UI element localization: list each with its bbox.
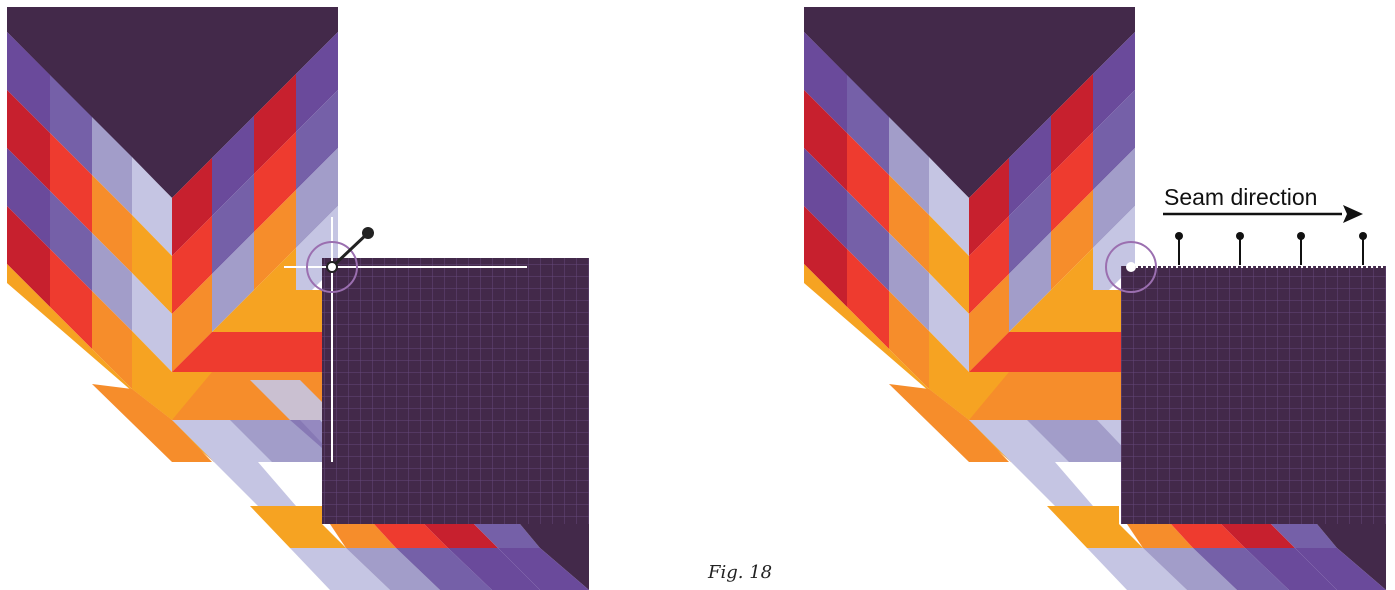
pin-icon [1175,232,1183,265]
pin-icon [1236,232,1244,265]
grid-panel [322,258,589,524]
pivot-marker-circle [1105,241,1157,293]
grid-panel [1121,266,1386,524]
right-quilt-figure: Seam direction [804,7,1386,590]
left-quilt-figure [7,7,589,590]
seam-direction-label: Seam direction [1164,184,1317,210]
pin-icon [330,231,370,269]
figure-caption: Fig. 18 [708,562,773,583]
pin-icon [1359,232,1367,265]
pin-icon [1297,232,1305,265]
pivot-marker-circle [306,241,358,293]
dark-top-triangle [7,7,338,198]
